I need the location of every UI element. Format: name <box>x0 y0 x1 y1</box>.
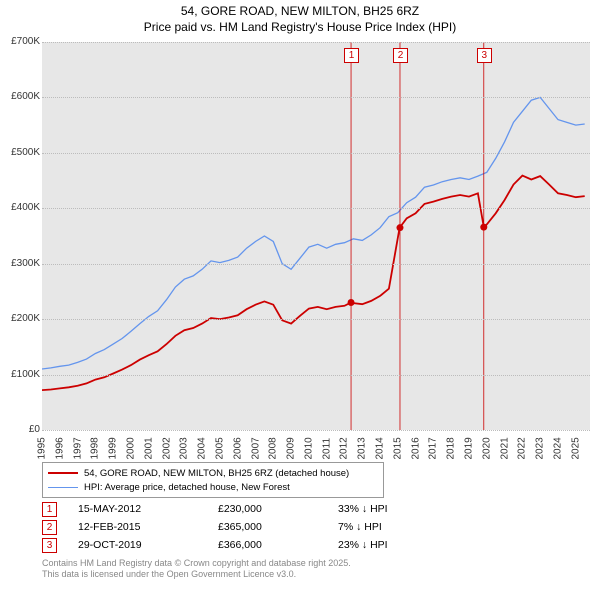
footer: Contains HM Land Registry data © Crown c… <box>42 558 582 581</box>
x-tick-label: 2018 <box>446 440 457 460</box>
grid-line <box>42 430 590 431</box>
marker-flag-1: 1 <box>344 48 359 63</box>
marker-flag-3: 3 <box>477 48 492 63</box>
x-tick-label: 2014 <box>375 440 386 460</box>
y-tick-label: £300K <box>0 258 40 269</box>
x-tick-label: 2010 <box>303 440 314 460</box>
grid-line <box>42 375 590 376</box>
marker-price-3: £366,000 <box>218 539 338 551</box>
chart-svg <box>42 42 590 430</box>
table-row: 1 15-MAY-2012 £230,000 33% ↓ HPI <box>42 500 582 518</box>
grid-line <box>42 208 590 209</box>
marker-date-3: 29-OCT-2019 <box>78 539 218 551</box>
x-tick-label: 2025 <box>570 440 581 460</box>
sale-point <box>480 224 487 231</box>
x-tick-label: 1999 <box>108 440 119 460</box>
x-tick-label: 2019 <box>464 440 475 460</box>
x-tick-label: 2007 <box>250 440 261 460</box>
series-hpi <box>42 97 585 369</box>
x-tick-label: 2021 <box>499 440 510 460</box>
x-tick-label: 2013 <box>357 440 368 460</box>
table-row: 2 12-FEB-2015 £365,000 7% ↓ HPI <box>42 518 582 536</box>
x-tick-label: 2022 <box>517 440 528 460</box>
legend-swatch-hpi <box>48 487 78 488</box>
x-tick-label: 2009 <box>286 440 297 460</box>
legend-label-property: 54, GORE ROAD, NEW MILTON, BH25 6RZ (det… <box>84 468 349 479</box>
legend-swatch-property <box>48 472 78 474</box>
x-tick-label: 2003 <box>179 440 190 460</box>
y-tick-label: £0 <box>0 424 40 435</box>
legend: 54, GORE ROAD, NEW MILTON, BH25 6RZ (det… <box>42 462 384 498</box>
x-tick-label: 2004 <box>197 440 208 460</box>
y-tick-label: £100K <box>0 369 40 380</box>
x-tick-label: 1995 <box>37 440 48 460</box>
marker-badge-3: 3 <box>42 538 57 553</box>
footer-line2: This data is licensed under the Open Gov… <box>42 569 582 580</box>
x-tick-label: 2000 <box>125 440 136 460</box>
marker-price-2: £365,000 <box>218 521 338 533</box>
marker-pct-2: 7% ↓ HPI <box>338 521 458 533</box>
legend-label-hpi: HPI: Average price, detached house, New … <box>84 482 290 493</box>
y-tick-label: £600K <box>0 91 40 102</box>
x-tick-label: 2020 <box>481 440 492 460</box>
marker-date-2: 12-FEB-2015 <box>78 521 218 533</box>
marker-date-1: 15-MAY-2012 <box>78 503 218 515</box>
x-tick-label: 2002 <box>161 440 172 460</box>
grid-line <box>42 97 590 98</box>
title-line1: 54, GORE ROAD, NEW MILTON, BH25 6RZ <box>0 4 600 20</box>
x-tick-label: 2008 <box>268 440 279 460</box>
y-tick-label: £500K <box>0 147 40 158</box>
grid-line <box>42 42 590 43</box>
x-tick-label: 2024 <box>552 440 563 460</box>
marker-badge-2: 2 <box>42 520 57 535</box>
x-tick-label: 1996 <box>54 440 65 460</box>
y-tick-label: £200K <box>0 313 40 324</box>
grid-line <box>42 264 590 265</box>
marker-price-1: £230,000 <box>218 503 338 515</box>
x-tick-label: 2005 <box>214 440 225 460</box>
title-line2: Price paid vs. HM Land Registry's House … <box>0 20 600 36</box>
marker-flag-2: 2 <box>393 48 408 63</box>
x-tick-label: 2023 <box>535 440 546 460</box>
table-row: 3 29-OCT-2019 £366,000 23% ↓ HPI <box>42 536 582 554</box>
x-tick-label: 2001 <box>143 440 154 460</box>
chart-area <box>42 42 590 430</box>
x-tick-label: 1998 <box>90 440 101 460</box>
x-tick-label: 2016 <box>410 440 421 460</box>
footer-line1: Contains HM Land Registry data © Crown c… <box>42 558 582 569</box>
x-tick-label: 2006 <box>232 440 243 460</box>
marker-pct-3: 23% ↓ HPI <box>338 539 458 551</box>
y-tick-label: £700K <box>0 36 40 47</box>
grid-line <box>42 153 590 154</box>
x-tick-label: 2015 <box>392 440 403 460</box>
x-tick-label: 1997 <box>72 440 83 460</box>
sale-point <box>396 224 403 231</box>
y-tick-label: £400K <box>0 202 40 213</box>
x-tick-label: 2017 <box>428 440 439 460</box>
x-tick-label: 2012 <box>339 440 350 460</box>
x-tick-label: 2011 <box>321 440 332 460</box>
marker-badge-1: 1 <box>42 502 57 517</box>
marker-table: 1 15-MAY-2012 £230,000 33% ↓ HPI 2 12-FE… <box>42 500 582 554</box>
grid-line <box>42 319 590 320</box>
sale-point <box>348 299 355 306</box>
marker-pct-1: 33% ↓ HPI <box>338 503 458 515</box>
